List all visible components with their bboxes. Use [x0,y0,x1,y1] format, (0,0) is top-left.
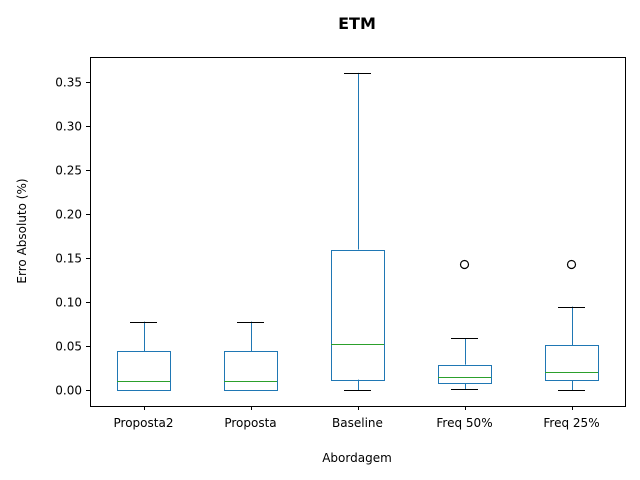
plot-layer: 0.00 0.05 0.10 0.15 0.20 0.25 0.30 0.35 Proposta… [55,57,626,430]
chart-title: ETM [338,14,376,33]
box-iqr [438,365,492,384]
x-tick-label: Proposta [224,416,276,430]
box-iqr [331,250,385,381]
outlier-point [459,259,470,270]
x-tick-label: Freq 50% [436,416,492,430]
x-tick-label: Baseline [332,416,383,430]
y-tick-label: 0.35 [55,76,82,90]
y-tick-label: 0.25 [55,164,82,178]
box-iqr [117,351,171,391]
y-tick-label: 0.15 [55,252,82,266]
x-axis-label: Abordagem [322,451,392,465]
x-tick-label: Freq 25% [543,416,599,430]
y-tick-label: 0.10 [55,296,82,310]
y-tick-label: 0.20 [55,208,82,222]
box-iqr [224,351,278,391]
outlier-point [566,259,577,270]
y-tick-label: 0.05 [55,340,82,354]
y-tick-label: 0.30 [55,120,82,134]
y-tick-label: 0.00 [55,384,82,398]
axes-frame [90,57,626,407]
x-tick-label: Proposta2 [114,416,174,430]
box-iqr [545,345,599,381]
y-axis-label: Erro Absoluto (%) [15,178,29,283]
